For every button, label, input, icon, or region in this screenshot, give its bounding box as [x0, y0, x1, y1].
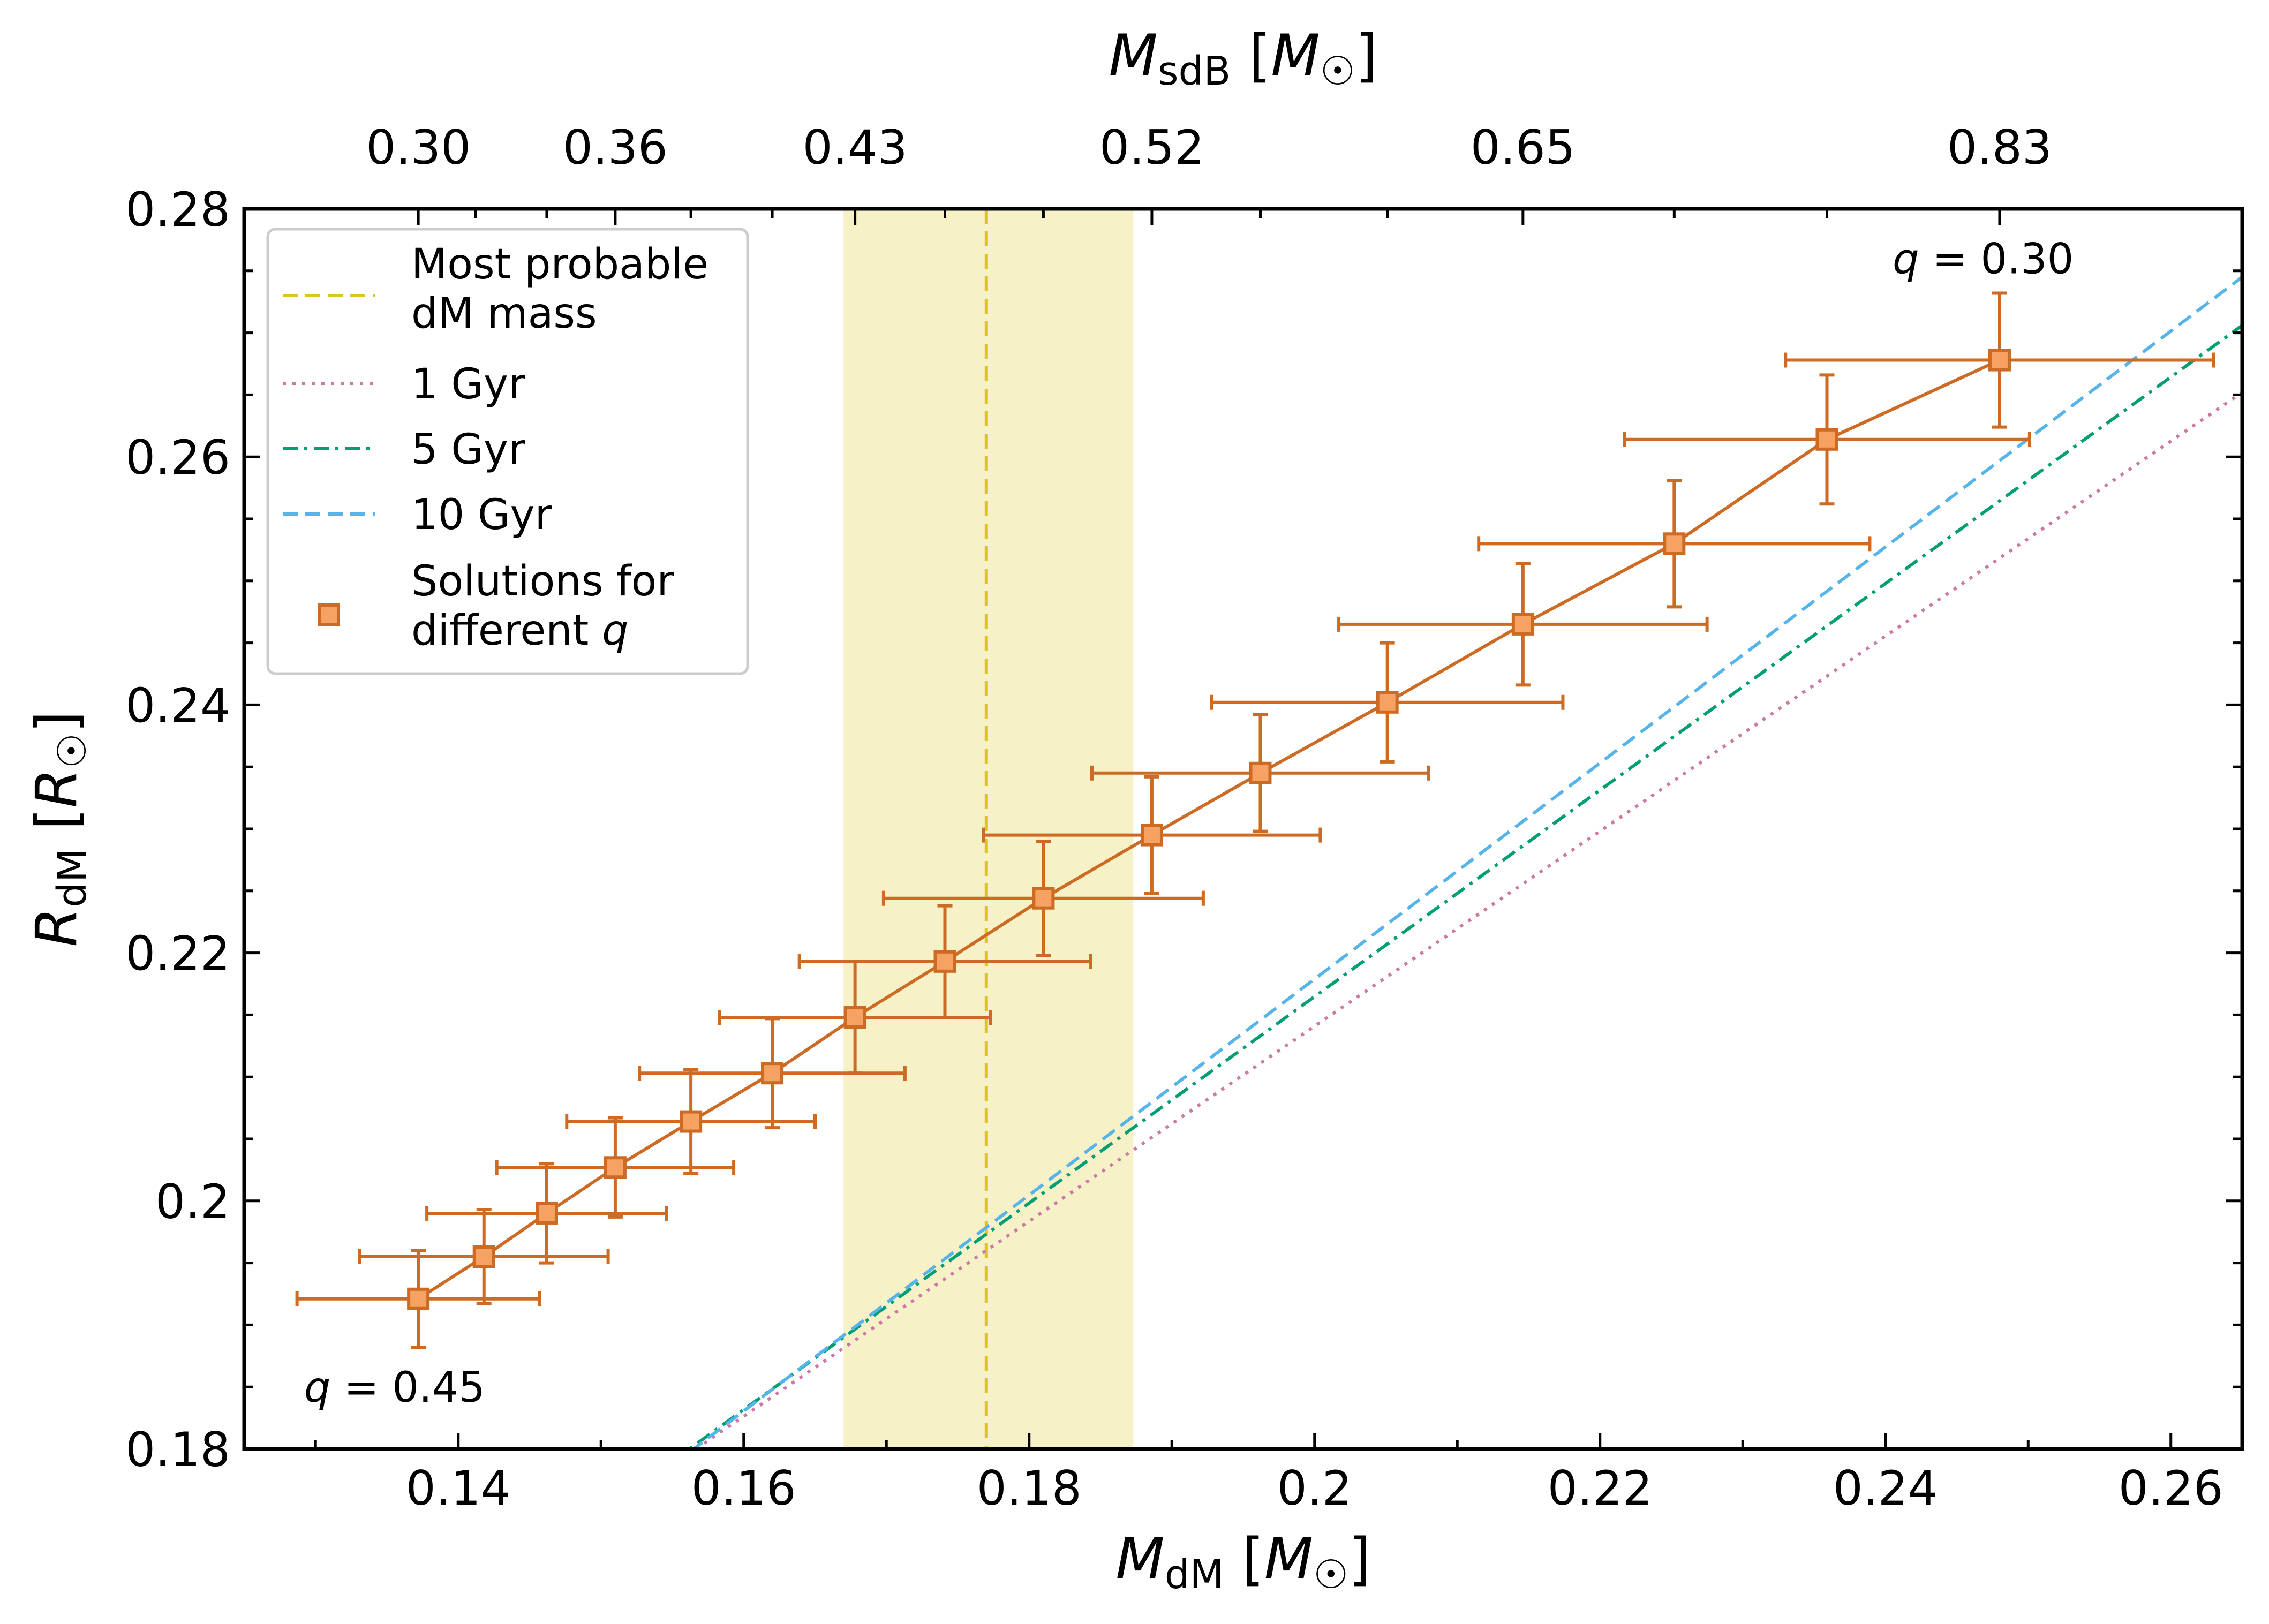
x-tick-label: 0.26: [2119, 1461, 2223, 1516]
top-axis-label-unit: M: [1271, 22, 1320, 88]
solution-point-group: [358, 1208, 610, 1306]
legend-label: Solutions for: [411, 557, 674, 606]
legend-box: [266, 228, 749, 675]
top-tick-label: 0.30: [366, 120, 471, 175]
solution-point-group: [1623, 373, 2031, 506]
x-axis-label-unit-sub: ☉: [1313, 1552, 1348, 1598]
top-axis-label-bracket-open: [: [1231, 22, 1271, 88]
model-line-5-gyr: [687, 324, 2242, 1449]
top-axis-label-sub: sdB: [1158, 48, 1231, 94]
solution-marker: [1511, 613, 1534, 636]
top-tick-label: 0.65: [1471, 120, 1576, 175]
top-axis-label-unit-sub: ☉: [1320, 48, 1355, 94]
y-tick-label: 0.28: [125, 182, 230, 237]
solution-marker: [933, 950, 956, 973]
solution-point-group: [1210, 641, 1565, 764]
x-tick-label: 0.18: [977, 1461, 1082, 1516]
legend-label: 5 Gyr: [411, 426, 526, 474]
solution-point-group: [1337, 562, 1709, 687]
solution-point-group: [1090, 713, 1430, 833]
legend-label: dM mass: [411, 290, 597, 338]
x-axis-label-bracket-close: ]: [1348, 1526, 1370, 1592]
x-tick-label: 0.14: [406, 1461, 511, 1516]
y-axis-label-bracket-close: ]: [24, 711, 89, 733]
top-tick-label: 0.43: [803, 120, 908, 175]
x-tick-label: 0.16: [691, 1461, 796, 1516]
x-tick-label: 0.24: [1833, 1461, 1938, 1516]
solution-marker: [680, 1110, 703, 1133]
solution-point-group: [495, 1116, 736, 1219]
solution-point-group: [1784, 291, 2215, 429]
solutions-line: [417, 358, 2001, 1301]
solution-point-group: [1477, 479, 1872, 609]
solution-marker: [407, 1287, 430, 1310]
y-tick-label: 0.18: [125, 1422, 230, 1477]
x-axis-label: MdM [M☉]: [1115, 1526, 1371, 1598]
top-tick-label: 0.83: [1947, 120, 2052, 175]
solution-point-group: [565, 1068, 817, 1175]
solution-marker: [604, 1156, 627, 1179]
solution-marker: [1376, 691, 1399, 714]
solution-point-group: [881, 840, 1205, 957]
q-annotation-q: q: [1893, 235, 1919, 283]
y-axis-label-base: R: [24, 908, 89, 947]
model-line-10-gyr: [691, 275, 2242, 1449]
solution-point-group: [425, 1162, 668, 1265]
solution-marker: [1815, 428, 1838, 451]
q-annotation-value: = 0.45: [330, 1364, 485, 1412]
solution-point-group: [797, 904, 1092, 1019]
q-annotation: q = 0.45: [304, 1364, 485, 1412]
legend-handle-marker: [318, 603, 340, 626]
top-tick-label: 0.52: [1099, 120, 1204, 175]
y-axis-label-bracket-open: [: [24, 808, 89, 848]
legend-label-q: q: [602, 607, 629, 655]
top-axis-label-bracket-close: ]: [1355, 22, 1377, 88]
legend-label: 10 Gyr: [411, 491, 553, 539]
x-tick-label: 0.2: [1277, 1461, 1352, 1516]
y-tick-label: 0.24: [125, 678, 230, 733]
solution-marker: [843, 1006, 866, 1029]
x-axis-label-bracket-open: [: [1224, 1526, 1264, 1592]
solution-marker: [1663, 532, 1686, 555]
solution-marker: [472, 1245, 495, 1268]
top-tick-label: 0.36: [563, 120, 668, 175]
top-axis-label: MsdB [M☉]: [1109, 22, 1378, 94]
legend-label: Most probable: [411, 240, 708, 289]
solution-marker: [1249, 761, 1272, 784]
q-annotation: q = 0.30: [1893, 235, 2074, 283]
x-axis-label-unit: M: [1264, 1526, 1313, 1592]
solution-marker: [1140, 824, 1163, 847]
solution-point-group: [982, 775, 1322, 895]
q-annotation-q: q: [304, 1364, 331, 1412]
y-axis-label-sub: dM: [49, 848, 95, 908]
y-axis-label: RdM [R☉]: [24, 711, 95, 947]
y-tick-label: 0.26: [125, 430, 230, 485]
solution-marker: [1032, 887, 1055, 910]
legend-label: different q: [411, 607, 629, 655]
y-tick-label: 0.22: [125, 926, 230, 981]
x-axis-label-base: M: [1115, 1526, 1164, 1592]
solution-marker: [1988, 349, 2011, 372]
solution-marker: [761, 1062, 784, 1085]
solution-marker: [535, 1202, 558, 1225]
x-axis-label-sub: dM: [1165, 1552, 1224, 1598]
y-tick-label: 0.2: [155, 1174, 230, 1229]
top-axis-label-base: M: [1109, 22, 1158, 88]
y-axis-label-unit: R: [24, 768, 89, 808]
y-axis-label-unit-sub: ☉: [49, 733, 95, 768]
most-probable-band: [843, 209, 1134, 1449]
x-tick-label: 0.22: [1548, 1461, 1653, 1516]
legend-label: 1 Gyr: [411, 360, 526, 409]
q-annotation-value: = 0.30: [1919, 235, 2074, 283]
solution-point-group: [295, 1249, 541, 1349]
